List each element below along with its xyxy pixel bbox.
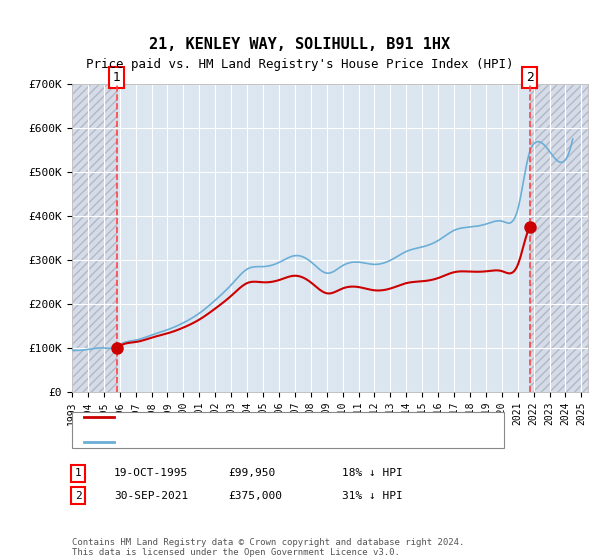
- Bar: [530, 84, 588, 392]
- Text: £99,950: £99,950: [228, 468, 275, 478]
- Bar: [530, 84, 588, 392]
- Text: 2: 2: [74, 491, 82, 501]
- Text: 21, KENLEY WAY, SOLIHULL, B91 1HX (detached house): 21, KENLEY WAY, SOLIHULL, B91 1HX (detac…: [120, 412, 433, 422]
- Text: 30-SEP-2021: 30-SEP-2021: [114, 491, 188, 501]
- Text: Contains HM Land Registry data © Crown copyright and database right 2024.
This d: Contains HM Land Registry data © Crown c…: [72, 538, 464, 557]
- Text: 2: 2: [526, 71, 533, 84]
- Text: Price paid vs. HM Land Registry's House Price Index (HPI): Price paid vs. HM Land Registry's House …: [86, 58, 514, 71]
- Text: HPI: Average price, detached house, Solihull: HPI: Average price, detached house, Soli…: [120, 437, 395, 447]
- Text: 18% ↓ HPI: 18% ↓ HPI: [342, 468, 403, 478]
- Text: £375,000: £375,000: [228, 491, 282, 501]
- Text: 31% ↓ HPI: 31% ↓ HPI: [342, 491, 403, 501]
- Text: 1: 1: [74, 468, 82, 478]
- Bar: [72, 84, 116, 392]
- Text: 19-OCT-1995: 19-OCT-1995: [114, 468, 188, 478]
- Text: 1: 1: [113, 71, 121, 84]
- Text: 21, KENLEY WAY, SOLIHULL, B91 1HX: 21, KENLEY WAY, SOLIHULL, B91 1HX: [149, 38, 451, 52]
- Bar: [72, 84, 116, 392]
